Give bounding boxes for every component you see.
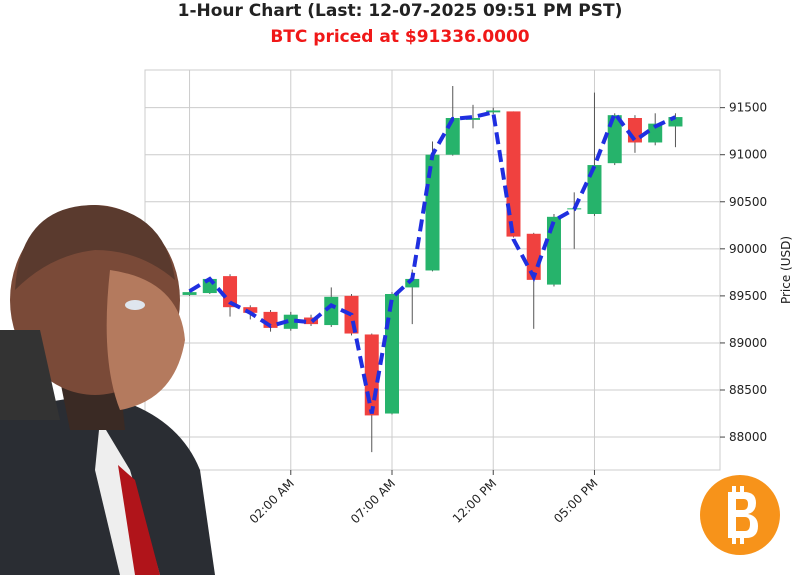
y-tick-label: 88500	[729, 383, 767, 397]
candle-body	[506, 111, 521, 237]
candle-body	[324, 296, 339, 326]
y-tick-label: 88000	[729, 430, 767, 444]
candle-body	[405, 278, 420, 288]
candle-body	[546, 216, 561, 285]
plot-layer: 88000 88500 89000 89500 90000 90500 91000 91500…	[145, 70, 767, 526]
candle-body	[445, 118, 460, 155]
x-tick-label: 12:00 PM	[450, 476, 499, 525]
candle-body	[425, 154, 440, 271]
y-tick-label: 90500	[729, 195, 767, 209]
candle-body	[486, 110, 501, 113]
trend-line	[188, 109, 677, 414]
y-tick-label: 91500	[729, 101, 767, 115]
candle-body	[243, 307, 258, 313]
bitcoin-logo	[700, 475, 780, 555]
y-tick-label: 90000	[729, 242, 767, 256]
x-tick-label: 02:00 AM	[247, 476, 297, 526]
candle-body	[385, 294, 400, 414]
candle-body	[223, 276, 238, 308]
candle-body	[465, 118, 480, 120]
candle-body	[182, 292, 197, 295]
y-tick-label: 89000	[729, 336, 767, 350]
x-tick-label: 05:00 PM	[551, 476, 600, 525]
candle-body	[304, 317, 319, 325]
candle-body	[283, 314, 298, 329]
y-tick-label: 89500	[729, 289, 767, 303]
candle-body	[668, 117, 683, 127]
presenter-figure	[0, 205, 215, 575]
y-tick-label: 91000	[729, 148, 767, 162]
y-axis-label: Price (USD)	[779, 236, 793, 304]
chart-title: 1-Hour Chart (Last: 12-07-2025 09:51 PM …	[178, 1, 623, 21]
chart-subtitle: BTC priced at $91336.0000	[270, 27, 529, 47]
x-tick-label: 07:00 AM	[348, 476, 398, 526]
candle-body	[648, 123, 663, 143]
candle-body	[526, 233, 541, 280]
